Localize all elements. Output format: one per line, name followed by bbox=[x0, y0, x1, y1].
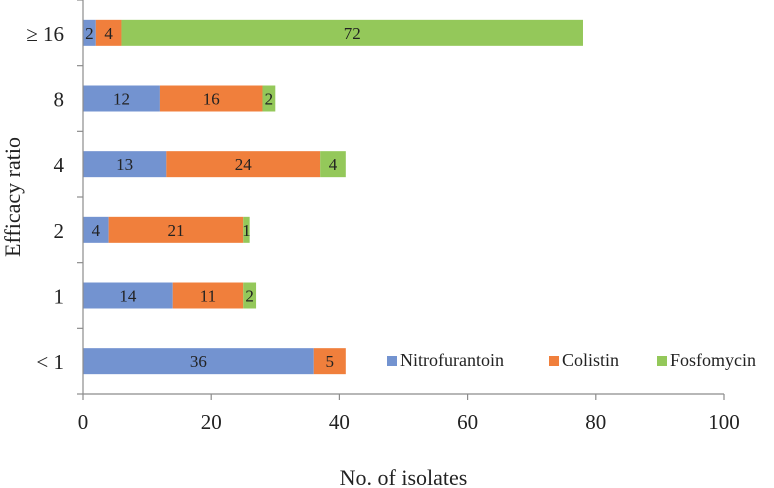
bar-segment-colistin-2 bbox=[108, 216, 244, 243]
legend-swatch-nitrofurantoin bbox=[387, 356, 397, 366]
data-label-fosfomycin-4: 2 bbox=[265, 90, 274, 109]
data-label-nitrofurantoin-4: 12 bbox=[113, 90, 130, 109]
y-tick-label-3: 4 bbox=[54, 153, 65, 177]
y-tick-label-5: ≥ 16 bbox=[26, 22, 64, 46]
bar-segment-colistin-5 bbox=[95, 19, 122, 46]
data-label-nitrofurantoin-1: 14 bbox=[119, 287, 137, 306]
x-axis-ticks: 0 20 40 60 80 100 bbox=[78, 394, 740, 434]
y-axis-title: Efficacy ratio bbox=[0, 137, 25, 257]
bar-segment-nitrofurantoin-2 bbox=[83, 216, 109, 243]
x-axis-title: No. of isolates bbox=[340, 465, 468, 488]
x-tick-label-80: 80 bbox=[585, 410, 606, 434]
y-axis-ticks: < 1 1 2 4 8 ≥ 16 bbox=[26, 0, 83, 395]
bar-segment-fosfomycin-3 bbox=[320, 151, 346, 178]
legend-label-colistin: Colistin bbox=[562, 350, 619, 370]
y-tick-label-4: 8 bbox=[54, 88, 65, 112]
bar-segment-fosfomycin-4 bbox=[262, 85, 276, 112]
legend-item-fosfomycin: Fosfomycin bbox=[657, 350, 756, 370]
bar-segment-fosfomycin-2 bbox=[243, 216, 250, 243]
bar-segment-colistin-4 bbox=[159, 85, 263, 112]
data-label-colistin-4: 16 bbox=[203, 90, 220, 109]
bars-layer bbox=[83, 19, 583, 375]
data-label-fosfomycin-5: 72 bbox=[344, 24, 361, 43]
bar-segment-colistin-1 bbox=[172, 282, 244, 309]
x-tick-label-40: 40 bbox=[329, 410, 350, 434]
bar-segment-colistin-0 bbox=[313, 348, 346, 375]
data-label-nitrofurantoin-2: 4 bbox=[92, 221, 101, 240]
x-tick-label-60: 60 bbox=[457, 410, 478, 434]
legend: Nitrofurantoin Colistin Fosfomycin bbox=[387, 350, 756, 370]
bar-segment-nitrofurantoin-3 bbox=[83, 151, 167, 178]
data-label-fosfomycin-2: 1 bbox=[242, 221, 251, 240]
x-tick-label-20: 20 bbox=[201, 410, 222, 434]
bar-segment-nitrofurantoin-4 bbox=[83, 85, 160, 112]
bar-segment-colistin-3 bbox=[166, 151, 321, 178]
legend-swatch-colistin bbox=[549, 356, 559, 366]
data-label-colistin-0: 5 bbox=[326, 352, 335, 371]
data-label-nitrofurantoin-3: 13 bbox=[116, 155, 133, 174]
bar-segment-nitrofurantoin-5 bbox=[83, 19, 96, 46]
bar-segment-nitrofurantoin-1 bbox=[83, 282, 173, 309]
data-label-fosfomycin-3: 4 bbox=[329, 155, 338, 174]
legend-item-colistin: Colistin bbox=[549, 350, 619, 370]
data-label-colistin-1: 11 bbox=[200, 287, 216, 306]
data-label-nitrofurantoin-5: 2 bbox=[85, 24, 94, 43]
data-label-fosfomycin-1: 2 bbox=[245, 287, 254, 306]
data-label-colistin-3: 24 bbox=[235, 155, 253, 174]
data-label-colistin-5: 4 bbox=[104, 24, 113, 43]
data-labels-layer: 36 514 11 24 21 113 24 412 16 22 4 72 bbox=[85, 24, 361, 371]
legend-label-nitrofurantoin: Nitrofurantoin bbox=[400, 350, 504, 370]
bar-segment-fosfomycin-5 bbox=[121, 19, 583, 46]
y-tick-label-0: < 1 bbox=[36, 350, 64, 374]
x-tick-label-0: 0 bbox=[78, 410, 89, 434]
legend-swatch-fosfomycin bbox=[657, 356, 667, 366]
y-tick-label-1: 1 bbox=[54, 285, 65, 309]
data-label-nitrofurantoin-0: 36 bbox=[190, 352, 207, 371]
y-tick-label-2: 2 bbox=[54, 219, 65, 243]
data-label-colistin-2: 21 bbox=[167, 221, 184, 240]
bar-segment-fosfomycin-1 bbox=[243, 282, 257, 309]
bar-segment-nitrofurantoin-0 bbox=[83, 348, 314, 375]
legend-item-nitrofurantoin: Nitrofurantoin bbox=[387, 350, 504, 370]
legend-label-fosfomycin: Fosfomycin bbox=[670, 350, 756, 370]
x-tick-label-100: 100 bbox=[708, 410, 740, 434]
